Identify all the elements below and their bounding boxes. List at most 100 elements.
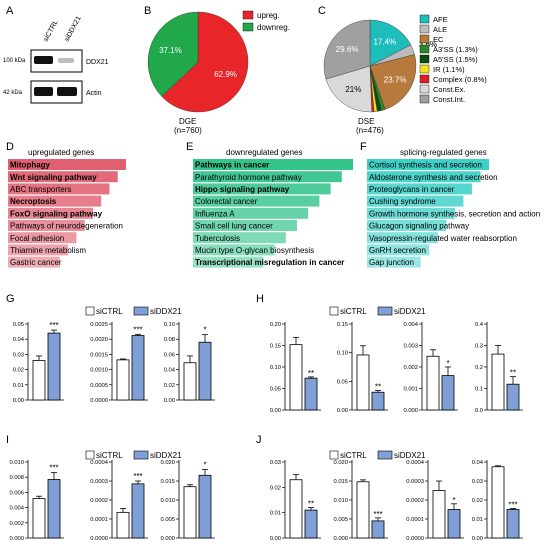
y-tick-label: 0.015 [160, 479, 175, 485]
y-tick-label: 0.004 [9, 506, 24, 512]
legend-label-sictrl: siCTRL [96, 451, 123, 460]
pathway-label: Pathways in cancer [195, 161, 269, 170]
bar-chart-g-3: 0.00 0.02 0.04 0.06 0.08 0.10 * [164, 322, 215, 404]
pathway-bar [367, 195, 464, 207]
marker-actin: 42 kDa [3, 90, 23, 96]
pathway-label: Cortisol synthesis and secretion [369, 161, 482, 170]
panel-d: D upregulated genes Mitophagy Wnt signali… [6, 141, 126, 268]
bar-sictrl [183, 486, 197, 539]
panel-a: A siCTRL siDDX21 100 kDa DDX21 42 kDa Ac… [3, 5, 109, 104]
legend-label-siddx21: siDDX21 [150, 451, 182, 460]
pathway-label: Colorectal cancer [195, 197, 258, 206]
pie-value-label: 37.1% [159, 46, 182, 55]
bar-sictrl [116, 511, 130, 539]
y-tick-label: 0.0010 [90, 368, 108, 374]
legend-swatch-dse [419, 74, 430, 84]
pathway-label: Wnt signaling pathway [10, 173, 97, 182]
pathway-label: Tuberculosis [195, 234, 240, 243]
y-tick-label: 0.0002 [406, 498, 424, 504]
bar-charts: 0.000.010.020.030.040.05 ***0.00000.00050… [9, 321, 523, 542]
pathway-bar [8, 195, 102, 207]
pathway-bar [8, 207, 93, 219]
pathway-label: Pathways of neurodegeneration [10, 222, 123, 231]
lane-label-siddx21: siDDX21 [64, 15, 83, 43]
y-tick-label: 0.006 [9, 490, 24, 496]
pie-dse-caption: DSE [358, 117, 374, 126]
panel-i-letter: I [6, 434, 9, 446]
legend-swatch-sictrl [85, 306, 95, 316]
pie-value-label: 29.6% [336, 45, 359, 54]
bar-siddx21 [47, 479, 61, 539]
y-tick-label: 0.004 [403, 322, 418, 328]
panel-b: B 62.9% 37.1% upreg. downreg. DGE (n=760) [144, 5, 290, 135]
y-tick-label: 0.0003 [90, 479, 108, 485]
y-tick-label: 0.1 [475, 387, 483, 393]
y-tick-label: 0.03 [13, 352, 24, 358]
bar-siddx21 [447, 509, 461, 539]
bar-sictrl [356, 481, 370, 539]
pathway-label: Transcriptional misregulation in cancer [195, 258, 344, 267]
panel-b-letter: B [144, 5, 151, 17]
significance-label: * [446, 359, 449, 368]
pathway-label: Growth hormone synthesis, secretion and … [369, 209, 540, 218]
legend-swatch-dse [419, 64, 430, 74]
significance-label: *** [508, 501, 517, 510]
y-tick-label: 0.4 [475, 322, 484, 328]
bar-siddx21 [198, 474, 212, 539]
y-tick-label: 0.15 [337, 322, 348, 328]
pathway-bar [193, 232, 286, 244]
bar-chart-i-1: 0.000 0.002 0.004 0.006 0.008 0.010 *** [9, 460, 64, 542]
significance-label: ** [510, 369, 516, 378]
blot-actin [30, 80, 83, 104]
panel-h-letter: H [256, 293, 264, 305]
significance-label: ** [375, 383, 381, 392]
pathway-label: Cushing syndrome [369, 197, 436, 206]
pie-value-label: 23.7% [384, 76, 407, 85]
significance-label: *** [133, 325, 142, 334]
bar-chart-j-1: 0.00 0.01 0.02 0.03 ** [270, 460, 321, 542]
y-tick-label: 0.0 [475, 408, 483, 414]
legend-label-upreg: upreg. [257, 11, 280, 20]
legend-swatch-dse [419, 84, 430, 94]
legend-label-dse: A5'SS (1.5%) [433, 55, 478, 64]
pie-value-label: 17.4% [373, 38, 396, 47]
pathway-bar [367, 244, 430, 256]
y-tick-label: 0.20 [270, 322, 281, 328]
y-tick-label: 0.05 [270, 387, 281, 393]
pathway-bar [193, 171, 342, 183]
panel-e: E downregulated genes Pathways in cancer… [186, 141, 353, 268]
y-tick-label: 0.0003 [406, 479, 424, 485]
y-tick-label: 0.00 [337, 408, 348, 414]
bar-siddx21 [131, 335, 145, 401]
y-tick-label: 0.00 [13, 398, 24, 404]
legend-swatch-dse [419, 54, 430, 64]
panel-d-letter: D [6, 141, 14, 153]
pathway-label: Aldosterone synthesis and secretion [369, 173, 498, 182]
pathway-label: ABC transporters [10, 185, 71, 194]
legend-swatch-dse [419, 44, 430, 54]
pathway-bar [8, 159, 126, 170]
bar-siddx21 [304, 377, 318, 411]
significance-label: ** [308, 500, 314, 509]
y-tick-label: 0.003 [403, 344, 418, 350]
pathway-label: Vasopressin-regulated water reabsorption [369, 234, 517, 243]
pie-value-label: 62.9% [214, 70, 237, 79]
pie-dse: 17.4% 3.6% 23.7% 21% 29.6% [323, 19, 437, 113]
significance-label: *** [49, 464, 58, 473]
pathway-label: Parathyroid hormone pathway [195, 173, 302, 182]
panel-e-title: downregulated genes [226, 148, 303, 157]
bar-chart-h-2: 0.00 0.05 0.10 0.15 ** [337, 322, 388, 414]
bar-chart-j-3: 0.0000 0.0001 0.0002 0.0003 0.0004 * [406, 460, 464, 542]
pathway-bar [193, 183, 331, 195]
panel-d-title: upregulated genes [28, 148, 94, 157]
y-tick-label: 0.005 [333, 517, 348, 523]
pie-dge-n: (n=760) [174, 126, 202, 135]
pathway-label: Proteoglycans in cancer [369, 185, 455, 194]
y-tick-label: 0.001 [403, 387, 418, 393]
legend-j: siCTRL siDDX21 [329, 450, 426, 460]
pathway-bar [367, 232, 438, 244]
y-tick-label: 0.010 [160, 498, 175, 504]
significance-label: *** [373, 510, 382, 519]
legend-label-dse: IR (1.1%) [433, 65, 465, 74]
band-actin-sictrl [34, 87, 53, 96]
